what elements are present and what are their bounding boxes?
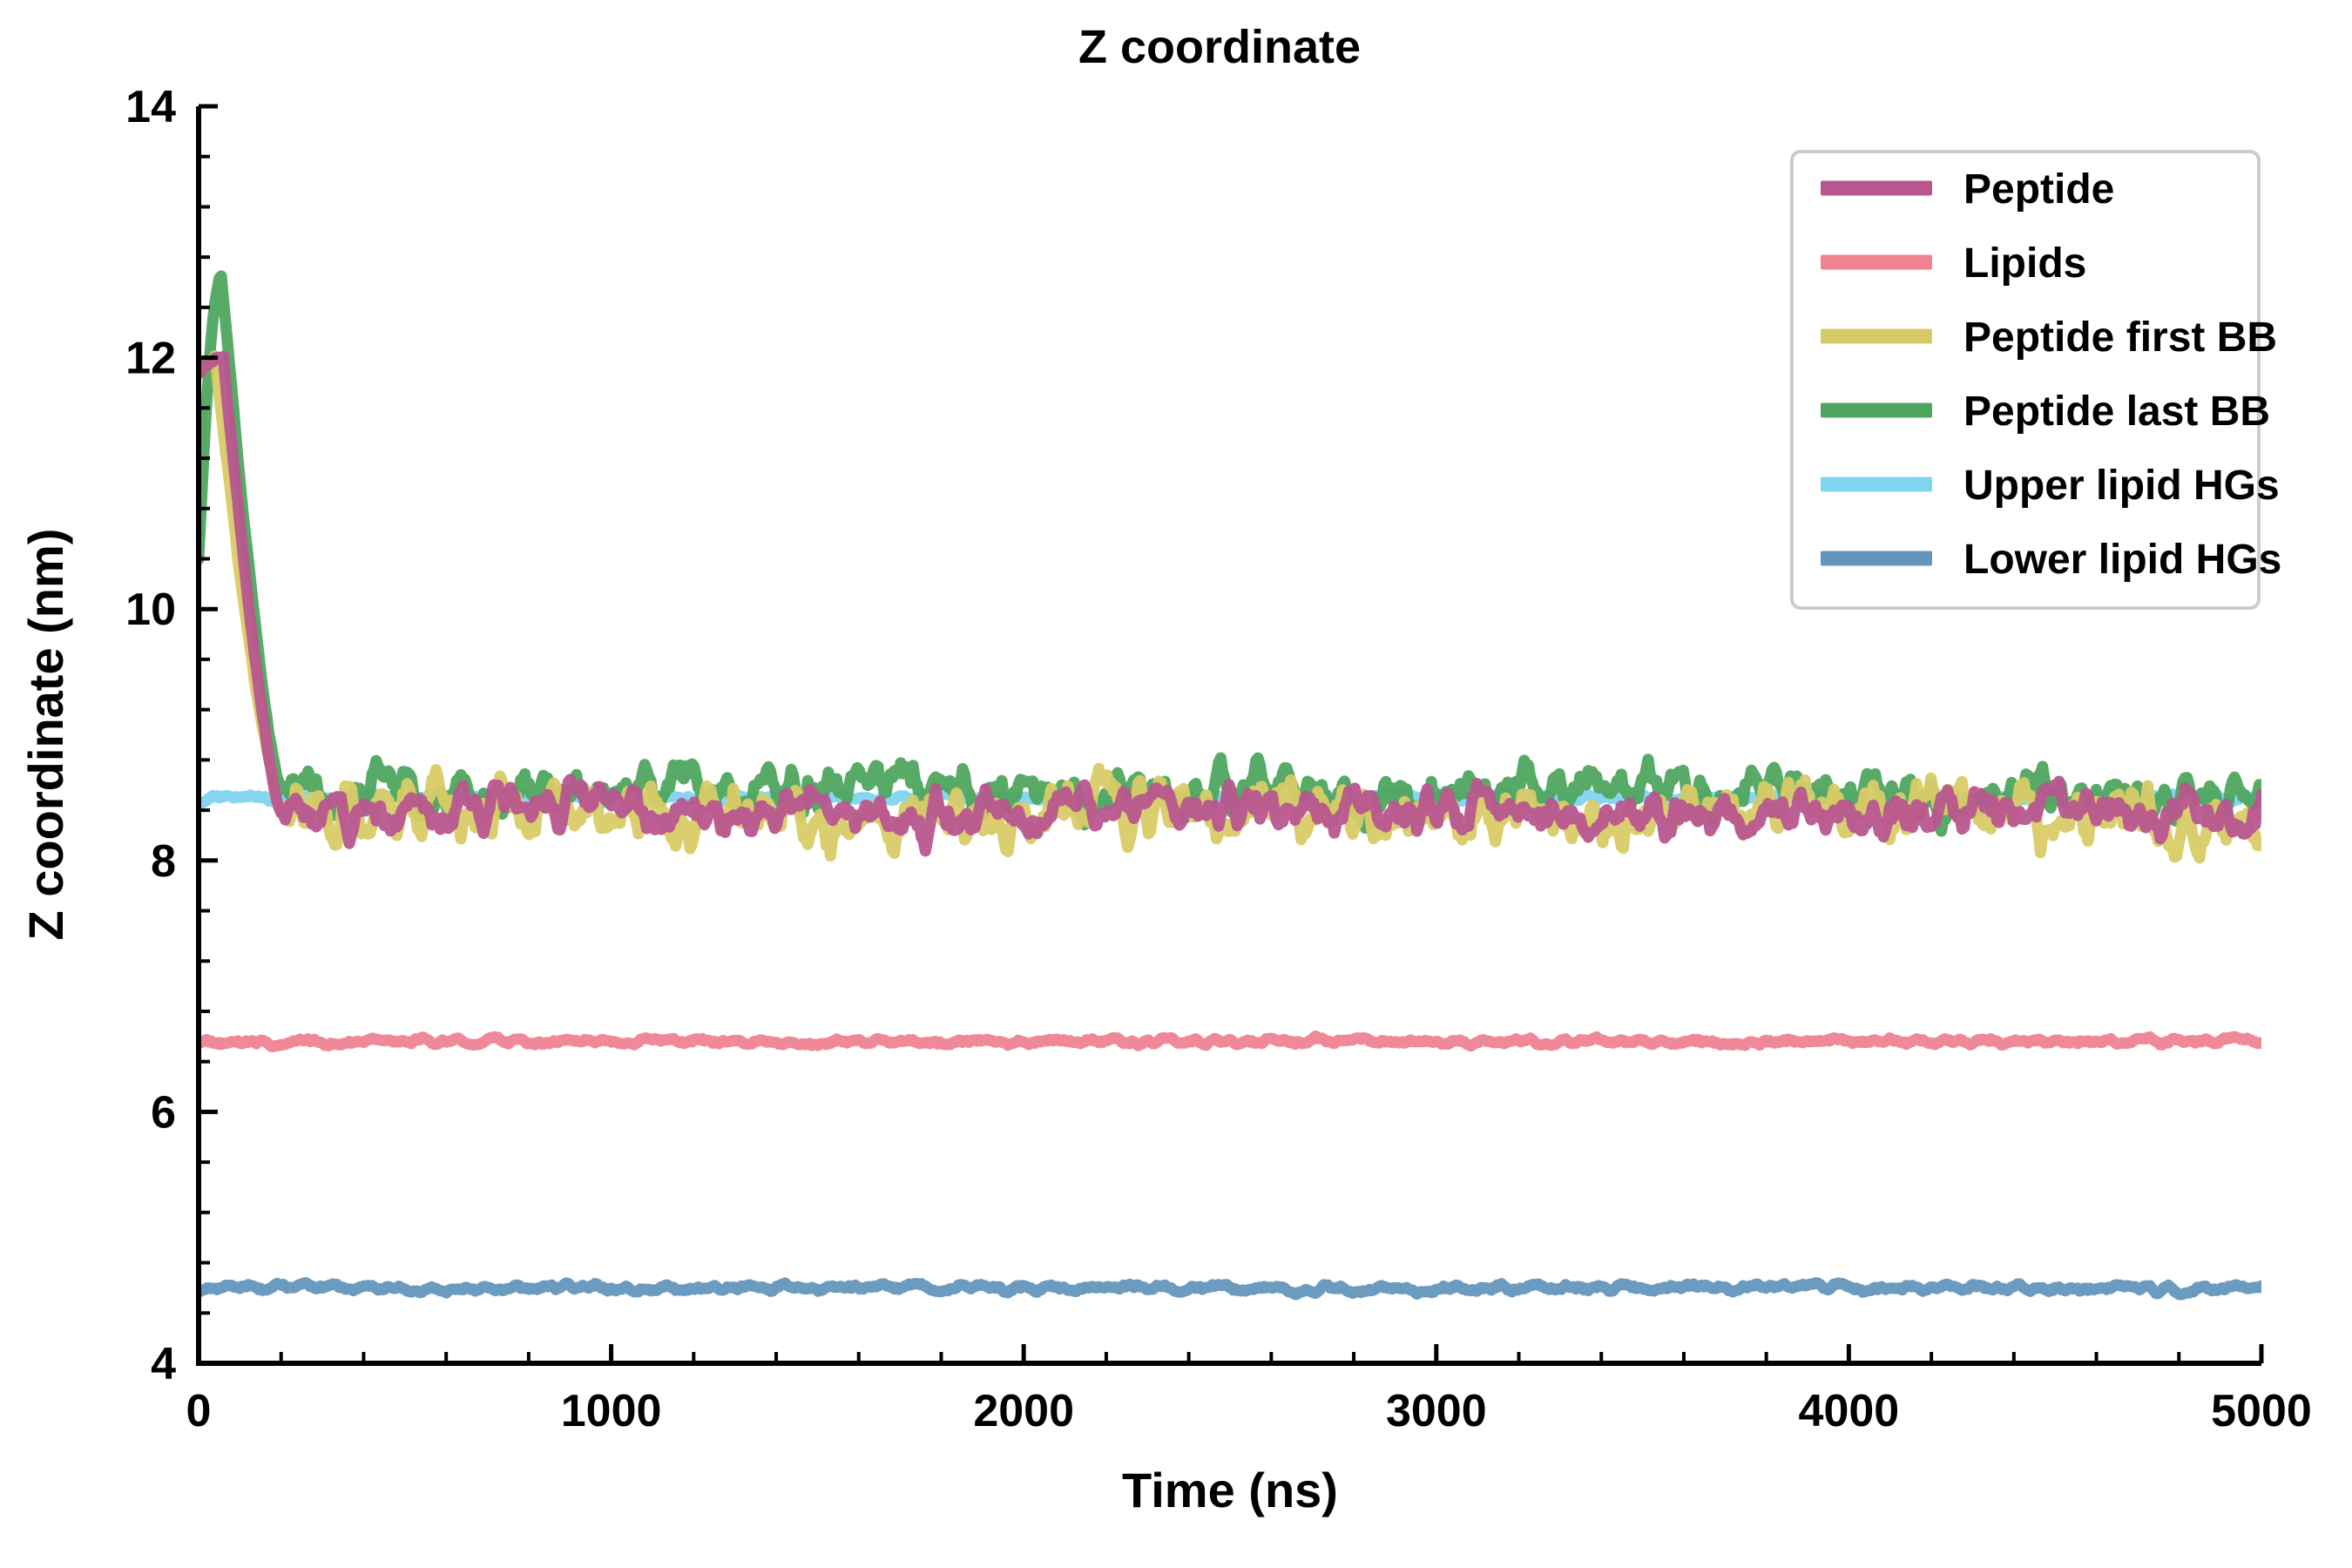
y-tick-labels: 4 6 8 10 12 14 <box>125 82 176 1389</box>
series-line-lipids <box>199 1030 2261 1052</box>
legend-swatch <box>1821 180 1932 196</box>
x-tick-label: 0 <box>186 1386 212 1436</box>
legend-swatch <box>1821 476 1932 492</box>
axis-spines <box>196 106 2261 1366</box>
y-tick-label: 6 <box>151 1087 176 1138</box>
legend-swatch <box>1821 328 1932 344</box>
series-line-lower-lipid-hgs <box>199 1277 2261 1301</box>
x-tick-label: 4000 <box>1799 1386 1900 1436</box>
y-tick-label: 10 <box>125 585 176 635</box>
legend-label: Upper lipid HGs <box>1963 463 2280 509</box>
legend-label: Lipids <box>1963 240 2086 287</box>
legend-swatch <box>1821 551 1932 566</box>
x-tick-label: 3000 <box>1386 1386 1487 1436</box>
legend-label: Peptide <box>1963 166 2114 213</box>
y-tick-label: 4 <box>151 1339 176 1389</box>
x-tick-labels: 0 1000 2000 3000 4000 5000 <box>186 1386 2312 1436</box>
chart-title: Z coordinate <box>1078 21 1361 73</box>
legend-label: Peptide last BB <box>1963 389 2270 435</box>
x-tick-label: 1000 <box>561 1386 662 1436</box>
series-group <box>199 270 2261 1301</box>
legend-label: Peptide first BB <box>1963 314 2277 361</box>
x-axis-label: Time (ns) <box>1122 1463 1338 1517</box>
x-tick-label: 2000 <box>973 1386 1074 1436</box>
legend-entries: Peptide Lipids Peptide first BB Peptide las… <box>1821 166 2281 583</box>
legend-swatch <box>1821 254 1932 270</box>
chart-legend[interactable]: Peptide Lipids Peptide first BB Peptide las… <box>1790 150 2281 610</box>
series-line-peptide <box>199 350 2261 857</box>
y-tick-label: 12 <box>125 334 176 384</box>
plot-area <box>199 270 2261 1301</box>
legend-swatch <box>1821 402 1932 418</box>
x-tick-label: 5000 <box>2211 1386 2312 1436</box>
legend-label: Lower lipid HGs <box>1963 537 2281 583</box>
y-tick-label: 14 <box>125 82 176 132</box>
y-tick-label: 8 <box>151 836 176 887</box>
y-axis-label: Z coordinate (nm) <box>18 529 73 941</box>
